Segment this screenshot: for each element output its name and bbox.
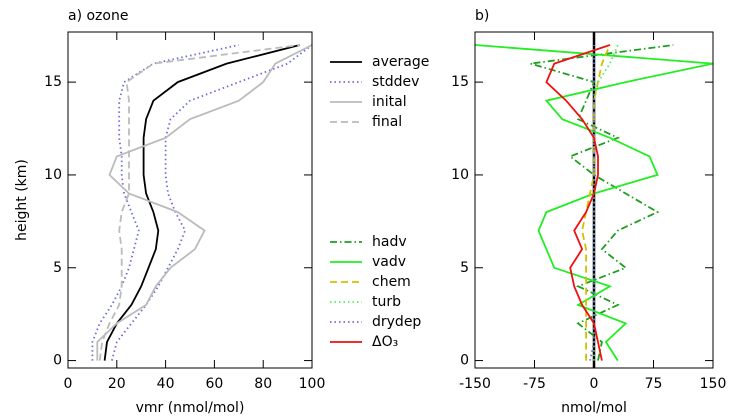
plot-frame xyxy=(67,31,313,369)
profile-line xyxy=(545,44,611,361)
legend-label: chem xyxy=(372,274,411,290)
x-axis-label: nmol/mol xyxy=(561,400,627,416)
panel-title: a) ozone xyxy=(68,8,128,24)
profile-line xyxy=(530,44,674,361)
profile-line xyxy=(111,44,312,361)
panel-title: b) xyxy=(475,8,489,24)
x-tick-label: 20 xyxy=(108,376,126,392)
profile-line xyxy=(475,44,713,362)
legend-label: inital xyxy=(372,94,407,110)
y-tick-label: 15 xyxy=(44,74,62,90)
legend-label: vadv xyxy=(372,254,406,270)
legend-label: hadv xyxy=(372,234,407,250)
x-tick-label: -150 xyxy=(459,376,491,392)
profile-line xyxy=(96,44,312,361)
x-tick-label: 80 xyxy=(254,376,272,392)
y-tick-label: 0 xyxy=(53,353,62,369)
x-axis-label: vmr (nmol/mol) xyxy=(136,400,245,416)
y-tick-label: 15 xyxy=(451,74,469,90)
y-axis-label: height (km) xyxy=(14,159,30,241)
legend-label: turb xyxy=(372,294,401,310)
plot-area xyxy=(91,44,312,361)
x-tick-label: 40 xyxy=(157,376,175,392)
x-tick-label: 100 xyxy=(299,376,326,392)
plot-area xyxy=(475,32,713,368)
legend-label: average xyxy=(372,54,429,70)
y-tick-label: 5 xyxy=(460,260,469,276)
legend-label: stddev xyxy=(372,74,419,90)
x-tick-label: 60 xyxy=(205,376,223,392)
y-tick-label: 0 xyxy=(460,353,469,369)
legend-label: drydep xyxy=(372,314,421,330)
y-tick-label: 10 xyxy=(451,167,469,183)
x-tick-label: -75 xyxy=(523,376,546,392)
legend-label: ΔO₃ xyxy=(372,334,398,350)
profile-line xyxy=(103,44,301,361)
x-tick-label: 75 xyxy=(645,376,663,392)
profile-line xyxy=(589,45,595,361)
y-tick-label: 5 xyxy=(53,260,62,276)
x-tick-label: 150 xyxy=(700,376,727,392)
x-tick-label: 0 xyxy=(590,376,599,392)
x-tick-label: 0 xyxy=(64,376,73,392)
profile-line xyxy=(98,44,300,361)
legend-label: final xyxy=(372,114,402,130)
y-tick-label: 10 xyxy=(44,167,62,183)
profile-line xyxy=(581,44,611,361)
plot-frame xyxy=(474,31,714,369)
